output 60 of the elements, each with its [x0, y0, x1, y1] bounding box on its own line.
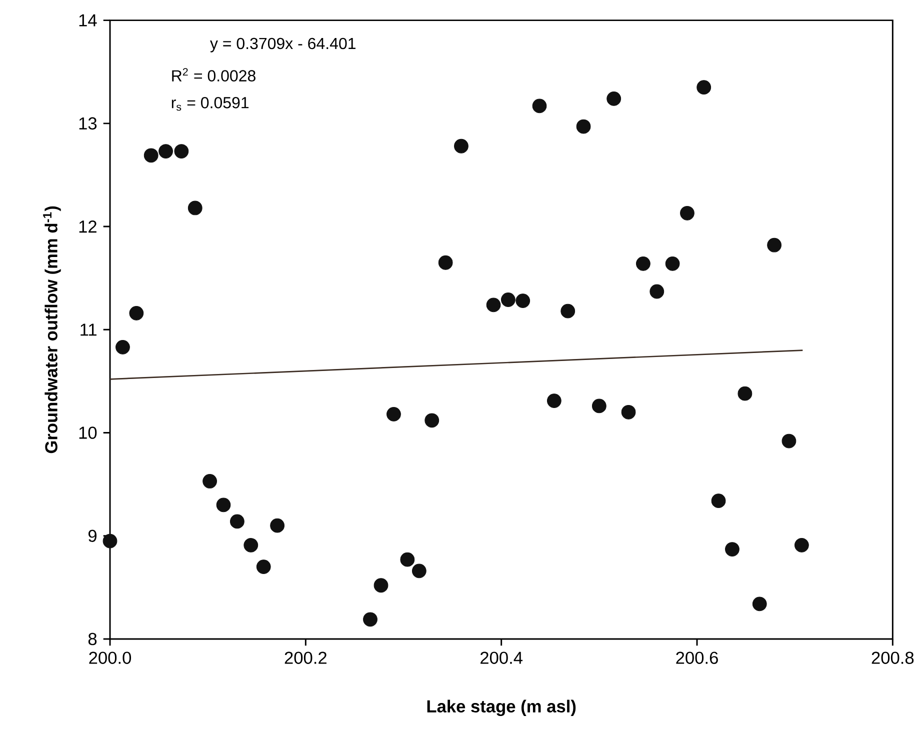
- point: [532, 98, 547, 114]
- point: [725, 542, 740, 556]
- point: [129, 306, 144, 320]
- y-tick-label: 14: [79, 14, 97, 26]
- annotation: R$^{2}$ = 0.0028: [172, 68, 256, 82]
- x-tick-label: 200.4: [480, 652, 523, 664]
- point: [576, 119, 591, 134]
- y-tick-label: 11: [80, 324, 96, 336]
- point: [621, 404, 636, 420]
- x-tick-label: 200.6: [676, 652, 718, 664]
- point: [202, 474, 217, 488]
- point: [270, 518, 285, 533]
- point: [188, 200, 202, 216]
- point: [412, 564, 426, 578]
- point: [438, 255, 453, 270]
- point: [486, 298, 501, 312]
- point: [144, 148, 158, 163]
- point: [636, 256, 650, 271]
- y-tick-label: 8: [88, 632, 97, 646]
- point: [424, 413, 440, 428]
- point: [738, 386, 752, 401]
- point: [116, 340, 130, 354]
- point: [794, 538, 809, 552]
- point: [752, 596, 767, 612]
- point: [363, 612, 378, 627]
- x-tick-label: 200.8: [872, 652, 914, 664]
- point: [244, 538, 258, 552]
- x-tick-label: 200.2: [284, 652, 326, 664]
- point: [516, 294, 530, 308]
- point: [216, 498, 231, 512]
- point: [400, 552, 415, 567]
- point: [606, 91, 622, 106]
- y-tick-label: 12: [79, 220, 96, 233]
- point: [711, 494, 726, 508]
- point: [546, 394, 562, 408]
- point: [230, 514, 244, 529]
- point: [500, 292, 516, 307]
- point: [782, 434, 796, 448]
- point: [665, 256, 680, 271]
- annotation: r$_{s}$ = 0.0591: [172, 97, 249, 111]
- x-tick-label: 200.0: [89, 652, 132, 664]
- point: [592, 398, 606, 414]
- y-tick-label: 10: [79, 426, 97, 439]
- point: [102, 534, 118, 548]
- point: [560, 304, 576, 318]
- y-tick-label: 9: [88, 530, 96, 542]
- point: [454, 138, 468, 154]
- point: [680, 206, 694, 220]
- point: [767, 238, 782, 252]
- annotation: y = 0.3709x - 64.401: [210, 38, 356, 52]
- point: [174, 144, 189, 158]
- point: [256, 560, 271, 574]
- y-axis-title: Groundwater outflow (mm d$^{-1}$): [43, 206, 61, 454]
- x-axis-title: Lake stage (m asl): [427, 700, 576, 716]
- y-tick-label: 13: [79, 117, 97, 130]
- point: [386, 407, 401, 422]
- point: [696, 80, 712, 95]
- point: [158, 144, 173, 158]
- point: [650, 284, 664, 299]
- point: [374, 578, 388, 593]
